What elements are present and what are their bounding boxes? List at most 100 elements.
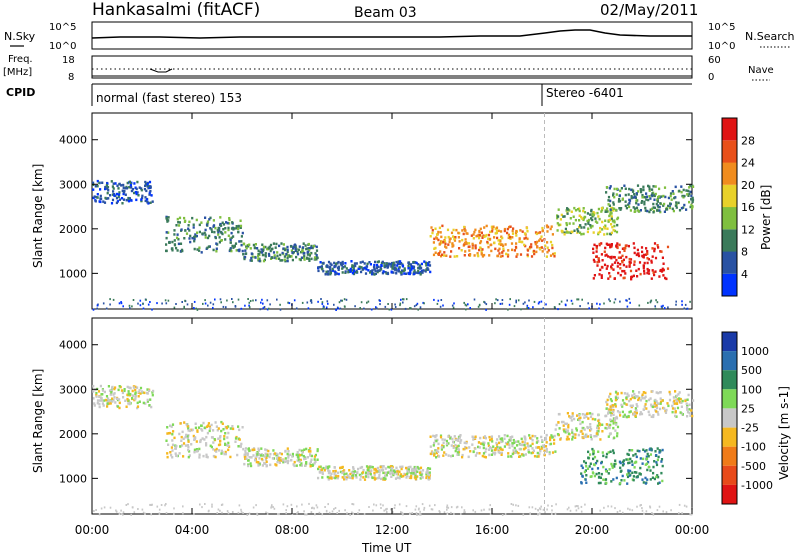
- echo-cell: [98, 181, 101, 185]
- echo-cell: [140, 390, 144, 393]
- echo-cell: [605, 455, 608, 459]
- echo-cell: [619, 414, 622, 417]
- echo-cell: [384, 305, 387, 308]
- echo-cell: [282, 503, 285, 506]
- echo-cell: [298, 448, 301, 452]
- echo-cell: [243, 257, 246, 261]
- echo-cell: [673, 402, 677, 405]
- echo-cell: [244, 255, 247, 259]
- echo-cell: [226, 436, 229, 439]
- echo-cell: [324, 273, 327, 276]
- echo-cell: [409, 263, 413, 266]
- echo-cell: [326, 300, 329, 303]
- echo-cell: [284, 259, 287, 263]
- echo-cell: [315, 504, 318, 507]
- echo-cell: [165, 215, 168, 219]
- echo-cell: [510, 503, 513, 505]
- echo-cell: [479, 227, 482, 231]
- echo-cell: [112, 187, 115, 190]
- echo-cell: [341, 267, 344, 270]
- echo-cell: [102, 200, 105, 203]
- echo-cell: [373, 503, 375, 506]
- echo-cell: [431, 231, 434, 235]
- echo-cell: [632, 454, 635, 457]
- echo-cell: [121, 202, 124, 205]
- echo-cell: [613, 462, 616, 466]
- echo-cell: [248, 304, 250, 307]
- colorbar-tick-label: -500: [741, 460, 766, 473]
- echo-cell: [609, 199, 612, 203]
- echo-cell: [389, 472, 392, 475]
- echo-cell: [374, 272, 377, 275]
- echo-cell: [597, 231, 600, 234]
- echo-cell: [375, 266, 379, 269]
- echo-cell: [196, 429, 199, 432]
- echo-cell: [235, 435, 238, 439]
- echo-cell: [394, 303, 396, 306]
- echo-cell: [621, 254, 624, 258]
- echo-cell: [290, 255, 293, 258]
- echo-cell: [620, 403, 623, 407]
- echo-cell: [686, 410, 690, 414]
- echo-cell: [643, 269, 646, 273]
- echo-cell: [334, 471, 337, 474]
- echo-cell: [313, 256, 317, 259]
- echo-cell: [514, 451, 517, 454]
- echo-cell: [584, 461, 587, 465]
- echo-cell: [348, 469, 351, 472]
- echo-cell: [103, 201, 107, 204]
- echo-cell: [244, 447, 248, 450]
- echo-cell: [118, 182, 121, 186]
- echo-cell: [269, 452, 272, 456]
- colorbar-frame: [721, 117, 738, 297]
- echo-cell: [434, 251, 437, 254]
- colorbar-tick-label: 100: [741, 383, 762, 396]
- echo-cell: [400, 473, 403, 476]
- echo-cell: [237, 227, 240, 230]
- echo-cell: [429, 452, 432, 456]
- echo-cell: [544, 244, 547, 247]
- echo-cell: [414, 477, 417, 481]
- echo-cell: [380, 264, 383, 267]
- echo-cell: [512, 227, 515, 230]
- echo-cell: [372, 509, 374, 512]
- echo-cell: [329, 474, 332, 478]
- echo-cell: [653, 403, 656, 407]
- echo-cell: [476, 252, 479, 255]
- echo-cell: [580, 233, 583, 236]
- echo-cell: [465, 304, 468, 307]
- echo-cell: [587, 417, 590, 420]
- echo-cell: [659, 397, 662, 400]
- echo-cell: [494, 302, 496, 305]
- echo-cell: [671, 190, 674, 193]
- echo-cell: [687, 393, 690, 397]
- echo-cell: [422, 269, 425, 272]
- echo-cell: [577, 433, 580, 437]
- echo-cell: [490, 453, 493, 456]
- echo-cell: [651, 207, 654, 211]
- echo-cell: [212, 306, 214, 309]
- echo-cell: [632, 206, 635, 209]
- echo-cell: [391, 263, 394, 266]
- echo-cell: [567, 437, 570, 441]
- echo-cell: [619, 470, 622, 473]
- echo-cell: [615, 245, 618, 248]
- echo-cell: [112, 193, 116, 196]
- echo-cell: [278, 513, 280, 516]
- echo-cell: [559, 218, 562, 221]
- echo-cell: [647, 398, 651, 402]
- echo-cell: [171, 456, 174, 459]
- echo-cell: [170, 446, 173, 449]
- echo-cell: [296, 505, 298, 508]
- echo-cell: [586, 212, 589, 215]
- echo-cell: [395, 260, 398, 264]
- echo-cell: [612, 209, 615, 212]
- echo-cell: [251, 255, 254, 259]
- echo-cell: [592, 472, 595, 475]
- echo-cell: [498, 435, 501, 438]
- echo-cell: [583, 226, 586, 229]
- echo-cell: [515, 504, 517, 507]
- echo-cell: [409, 512, 411, 515]
- echo-cell: [405, 298, 408, 301]
- cpid-label: CPID: [6, 86, 35, 99]
